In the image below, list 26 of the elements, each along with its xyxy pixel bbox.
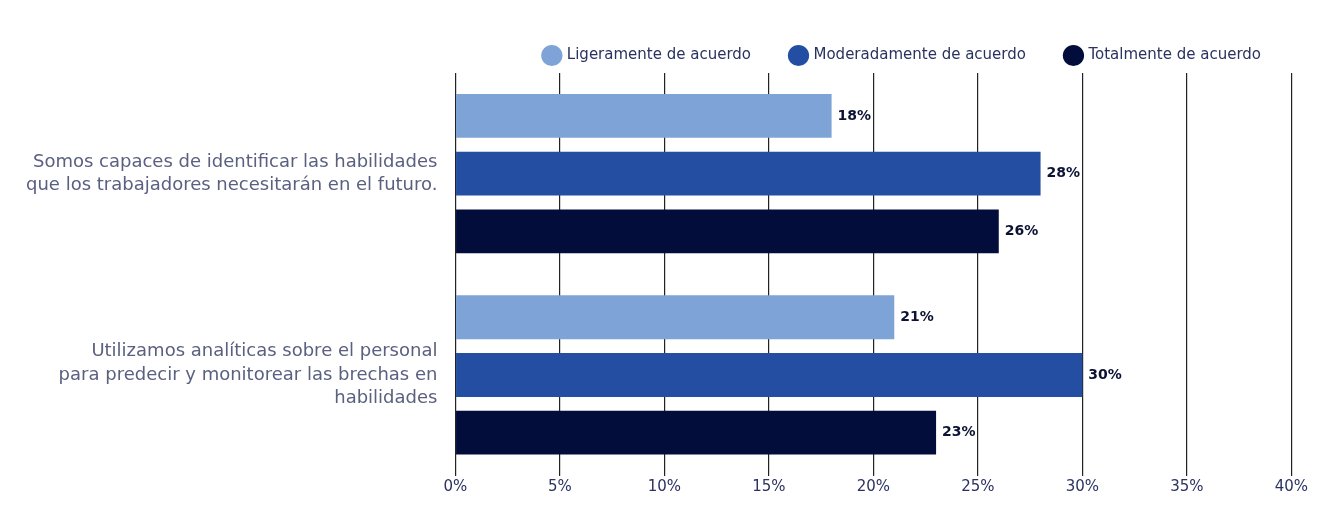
x-tick-label: 15% <box>752 477 786 496</box>
bar <box>456 94 832 138</box>
legend-label: Ligeramente de acuerdo <box>566 45 751 64</box>
data-label: 26% <box>1004 222 1039 238</box>
legend-label: Totalmente de acuerdo <box>1087 45 1262 64</box>
x-tick-label: 10% <box>647 477 682 496</box>
x-tick-label: 35% <box>1170 477 1204 496</box>
y-tick-label: Somos capaces de identificar las habilidades que los trabajadores necesitarán en el futuro. <box>26 149 438 195</box>
bar <box>456 353 1083 397</box>
bar <box>456 209 999 254</box>
bar <box>456 295 895 340</box>
x-tick-label: 25% <box>961 477 995 496</box>
legend-label: Moderadamente de acuerdo <box>813 45 1026 64</box>
x-tick-label: 5% <box>548 477 572 496</box>
y-tick-label: Utilizamos analíticas sobre el personal para predecir y monitorear las brechas en habilidades <box>58 339 438 408</box>
x-tick-label: 0% <box>443 477 468 496</box>
x-tick-label: 20% <box>856 477 891 496</box>
x-tick-label: 40% <box>1274 477 1308 496</box>
data-label: 30% <box>1088 365 1122 382</box>
bar <box>456 151 1041 196</box>
data-label: 23% <box>942 423 976 440</box>
data-label: 18% <box>837 106 872 123</box>
data-label: 21% <box>900 307 934 324</box>
bar <box>456 410 937 455</box>
data-label: 28% <box>1046 164 1081 181</box>
x-tick-label: 30% <box>1065 477 1100 496</box>
